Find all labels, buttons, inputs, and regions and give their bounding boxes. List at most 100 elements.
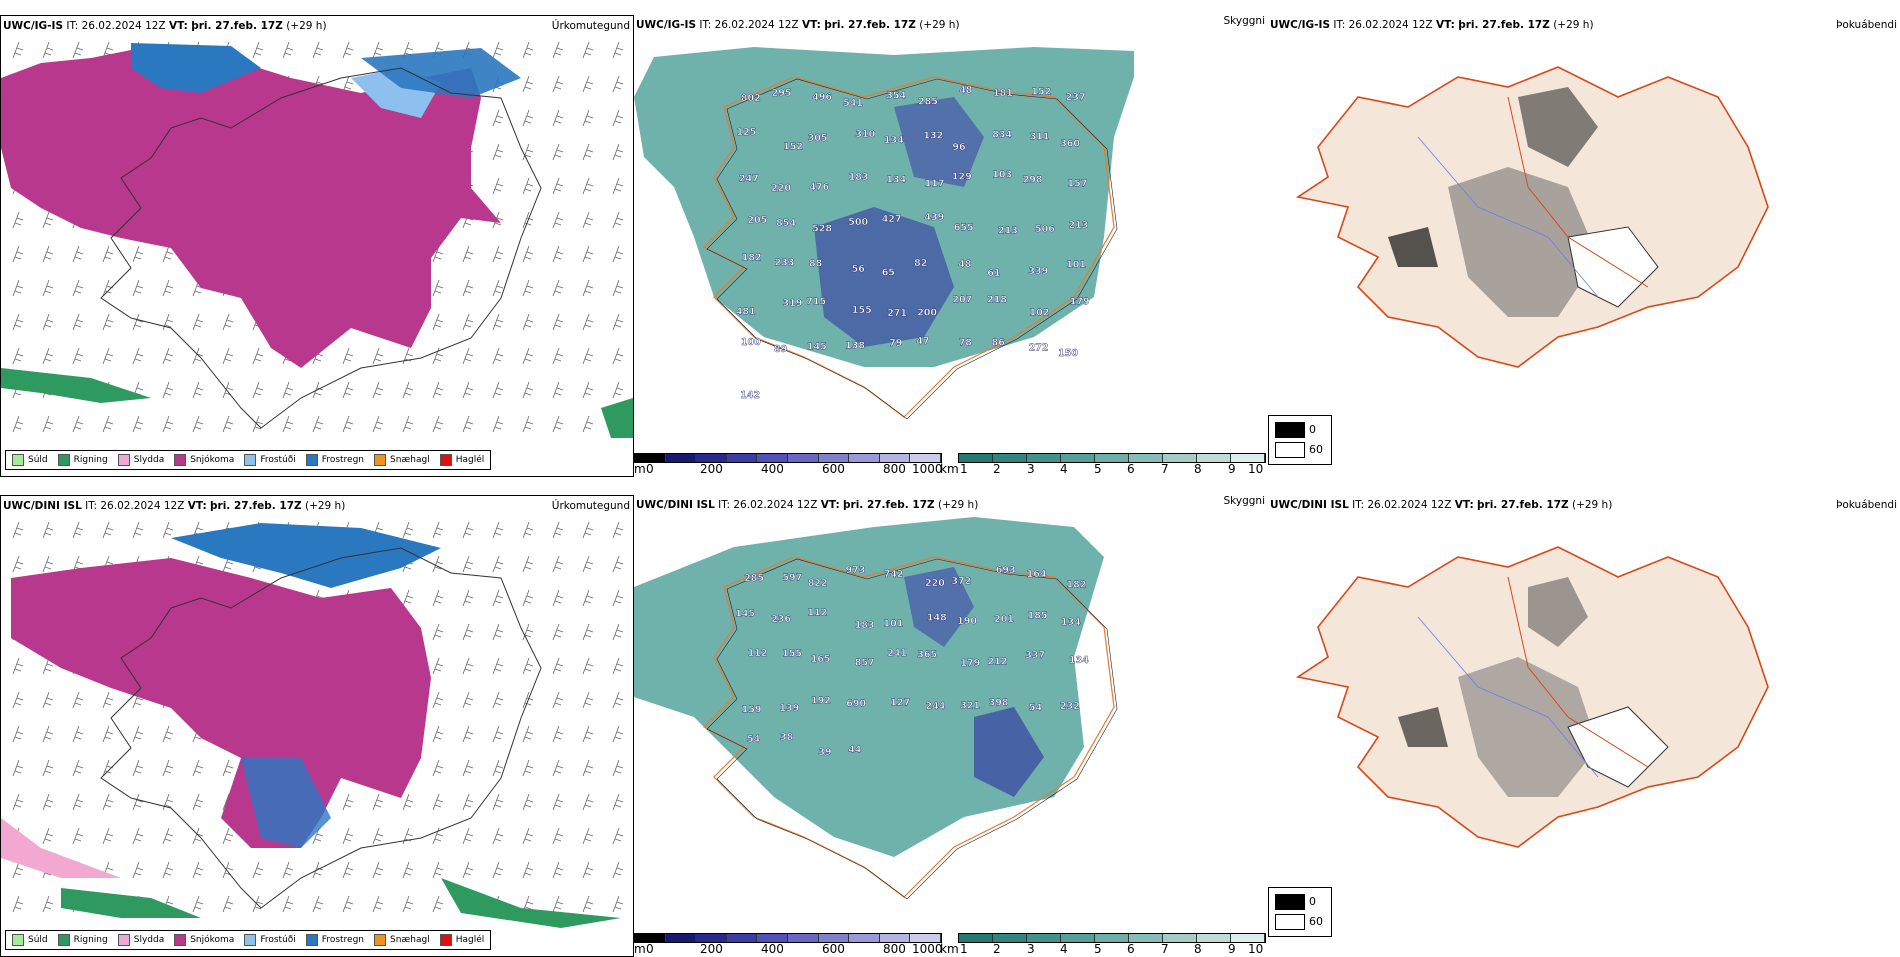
wind-barb xyxy=(522,347,534,365)
wind-barb xyxy=(342,793,354,811)
wind-barb xyxy=(282,41,294,59)
wind-barb xyxy=(522,41,534,59)
colorbar-tick: 800 xyxy=(883,942,906,956)
wind-barb xyxy=(492,415,504,433)
visibility-value-label: 103 xyxy=(992,169,1012,180)
panel-field-name: Úrkomutegund xyxy=(551,20,630,32)
wind-barb xyxy=(582,793,594,811)
visibility-value-label: 134 xyxy=(884,135,904,146)
wind-barb xyxy=(612,555,624,573)
visibility-value-label: 247 xyxy=(739,174,759,185)
colorbar-tick: 4 xyxy=(1060,942,1068,956)
wind-barb xyxy=(552,109,564,127)
legend-swatch xyxy=(374,934,387,946)
legend-swatch xyxy=(305,454,318,466)
legend-item: Frostúði xyxy=(244,454,296,466)
wind-barb xyxy=(432,759,444,777)
wind-barb xyxy=(612,75,624,93)
wind-barb xyxy=(12,41,24,59)
visibility-value-label: 112 xyxy=(807,607,827,618)
wind-barb xyxy=(162,245,174,263)
visibility-value-label: 192 xyxy=(811,696,831,707)
wind-barb xyxy=(342,861,354,879)
wind-barb xyxy=(72,415,84,433)
wind-barb xyxy=(522,279,534,297)
wind-barb xyxy=(462,245,474,263)
legend-item: Frostúði xyxy=(244,934,296,946)
panel-field-name: Þokuábendi xyxy=(1836,499,1897,511)
colorbar-tick: 200 xyxy=(700,462,723,476)
wind-barb xyxy=(402,381,414,399)
wind-barb xyxy=(222,347,234,365)
wind-barb xyxy=(492,521,504,539)
wind-barb xyxy=(522,725,534,743)
fog-key-label: 0 xyxy=(1309,423,1316,436)
wind-barb xyxy=(612,211,624,229)
visibility-value-label: 44 xyxy=(848,745,862,756)
panel-header: UWC/IG-IS IT: 26.02.2024 12Z VT: þri. 27… xyxy=(636,19,960,31)
wind-barb xyxy=(612,143,624,161)
wind-barb xyxy=(492,657,504,675)
visibility-value-label: 244 xyxy=(926,701,946,712)
wind-barb xyxy=(162,313,174,331)
visibility-value-label: 127 xyxy=(890,698,910,709)
visibility-value-label: 38 xyxy=(780,732,794,743)
legend-swatch xyxy=(12,454,24,466)
visibility-value-label: 233 xyxy=(775,258,795,269)
wind-barb xyxy=(462,691,474,709)
visibility-value-label: 82 xyxy=(914,258,927,269)
wind-barb xyxy=(42,827,54,845)
wind-barb xyxy=(282,415,294,433)
wind-barb xyxy=(432,623,444,641)
wind-barb xyxy=(552,75,564,93)
visibility-value-label: 655 xyxy=(954,222,974,233)
colorbar-tick: 600 xyxy=(822,942,845,956)
wind-barb xyxy=(162,521,174,539)
wind-barb xyxy=(252,381,264,399)
wind-barb xyxy=(252,415,264,433)
wind-barb xyxy=(552,521,564,539)
legend-swatch xyxy=(244,934,257,946)
wind-barb xyxy=(72,245,84,263)
visibility-value-label: 47 xyxy=(916,336,929,347)
wind-barb xyxy=(582,759,594,777)
legend-item: Haglél xyxy=(439,454,484,466)
wind-barb xyxy=(72,759,84,777)
wind-barb xyxy=(402,521,414,539)
fog-map xyxy=(1295,66,1769,368)
wind-barb xyxy=(552,211,564,229)
wind-barb xyxy=(432,691,444,709)
visibility-value-label: 142 xyxy=(740,390,760,401)
panel-field-name: Úrkomutegund xyxy=(551,500,630,512)
wind-barb xyxy=(582,623,594,641)
visibility-value-label: 89 xyxy=(774,344,787,355)
wind-barb xyxy=(102,691,114,709)
visibility-value-label: 339 xyxy=(1028,266,1048,277)
colorbar-tick: 6 xyxy=(1127,942,1135,956)
wind-barb xyxy=(372,895,384,913)
wind-barb xyxy=(102,245,114,263)
visibility-value-label: 145 xyxy=(735,608,755,619)
colorbar-tick: 2 xyxy=(993,942,1001,956)
precip-map xyxy=(1,521,624,928)
visibility-colorbars: m 0 200 400 600 800 1000 km 1 2 3 4 5 6 … xyxy=(634,453,1268,477)
visibility-value-label: 54 xyxy=(1029,703,1043,714)
wind-barb xyxy=(522,793,534,811)
wind-barb xyxy=(522,313,534,331)
wind-barb xyxy=(582,589,594,607)
visibility-value-label: 310 xyxy=(855,129,875,140)
wind-barb xyxy=(552,827,564,845)
wind-barb xyxy=(282,895,294,913)
wind-barb xyxy=(582,177,594,195)
wind-barb xyxy=(222,759,234,777)
wind-barb xyxy=(612,691,624,709)
wind-barb xyxy=(12,861,24,879)
visibility-value-label: 481 xyxy=(736,307,756,318)
wind-barb xyxy=(612,347,624,365)
panel-header: UWC/IG-IS IT: 26.02.2024 12Z VT: þri. 27… xyxy=(3,20,327,32)
wind-barb xyxy=(222,313,234,331)
wind-barb xyxy=(492,827,504,845)
wind-barb xyxy=(102,415,114,433)
visibility-value-label: 690 xyxy=(846,698,866,709)
fog-key-label: 60 xyxy=(1309,915,1323,928)
